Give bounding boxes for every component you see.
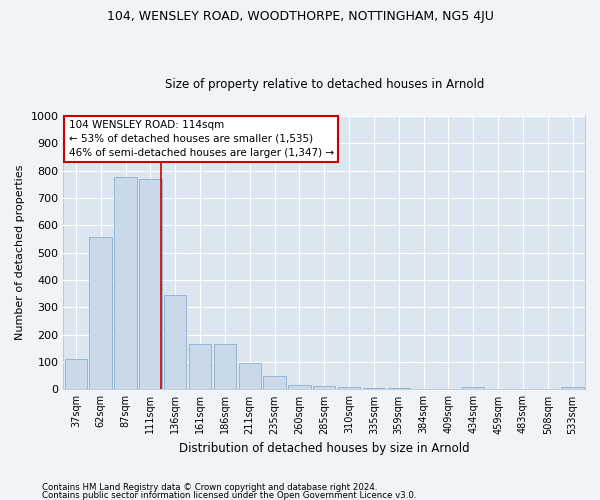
Bar — [115, 176, 137, 390]
Bar — [388, 388, 410, 390]
Bar — [487, 389, 509, 390]
Text: 104, WENSLEY ROAD, WOODTHORPE, NOTTINGHAM, NG5 4JU: 104, WENSLEY ROAD, WOODTHORPE, NOTTINGHA… — [107, 10, 493, 23]
Bar — [562, 387, 584, 390]
Bar — [338, 387, 360, 390]
Text: Contains HM Land Registry data © Crown copyright and database right 2024.: Contains HM Land Registry data © Crown c… — [42, 484, 377, 492]
X-axis label: Distribution of detached houses by size in Arnold: Distribution of detached houses by size … — [179, 442, 470, 455]
Bar — [462, 387, 484, 390]
Bar — [139, 178, 161, 390]
Bar — [512, 389, 534, 390]
Bar — [363, 388, 385, 390]
Bar — [263, 376, 286, 390]
Bar — [214, 344, 236, 390]
Text: Contains public sector information licensed under the Open Government Licence v3: Contains public sector information licen… — [42, 490, 416, 500]
Bar — [313, 386, 335, 390]
Text: 104 WENSLEY ROAD: 114sqm
← 53% of detached houses are smaller (1,535)
46% of sem: 104 WENSLEY ROAD: 114sqm ← 53% of detach… — [68, 120, 334, 158]
Y-axis label: Number of detached properties: Number of detached properties — [15, 165, 25, 340]
Bar — [239, 364, 261, 390]
Bar — [288, 385, 311, 390]
Bar — [65, 360, 87, 390]
Bar — [412, 389, 435, 390]
Bar — [89, 236, 112, 390]
Bar — [189, 344, 211, 390]
Bar — [164, 295, 187, 390]
Title: Size of property relative to detached houses in Arnold: Size of property relative to detached ho… — [164, 78, 484, 91]
